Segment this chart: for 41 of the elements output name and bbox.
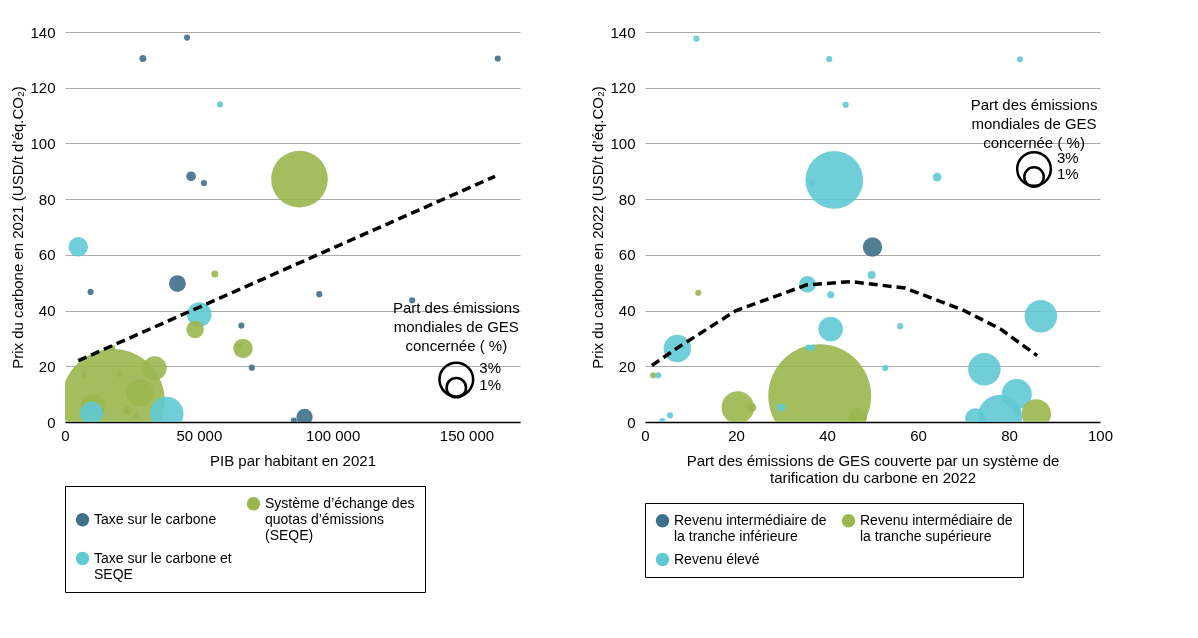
legend-label: 3% [479,359,501,377]
legend-label: Taxe sur le carbone et SEQE [94,549,232,582]
y-tick-label: 40 [38,302,56,320]
x-tick-label: 40 [819,426,836,444]
x-tick-label: 150 000 [439,426,495,444]
legend-title: Part des émissions mondiales de GES concernée ( %) [392,299,520,355]
legend-label: Revenu intermédiaire de la tranche supérieure [860,511,1013,544]
x-tick-label: 0 [641,426,650,444]
y-tick-label: 40 [618,302,636,320]
legend-label: 1% [479,375,501,393]
x-axis-title: PIB par habitant en 2021 [210,451,376,469]
x-tick-label: 20 [728,426,745,444]
x-tick-label: 0 [61,426,70,444]
x-axis-title: Part des émissions de GES couverte par un système de tarification du carbone en 2022 [686,451,1060,486]
legend-label: Revenu intermédiaire de la tranche inférieure [674,511,827,544]
y-tick-label: 20 [618,357,636,375]
y-tick-label: 100 [610,134,636,152]
y-axis-title: Prix du carbone en 2022 (USD/t d’éq.CO₂) [589,86,607,369]
y-tick-label: 60 [618,246,636,264]
legend-title: Part des émissions mondiales de GES concernée ( %) [970,96,1098,152]
x-tick-label: 60 [910,426,927,444]
x-tick-label: 80 [1001,426,1018,444]
y-tick-label: 100 [30,134,56,152]
legend-label: Taxe sur le carbone [94,510,217,527]
x-tick-label: 100 000 [306,426,361,444]
y-tick-label: 20 [38,357,56,375]
y-tick-label: 60 [38,246,56,264]
legend-label: 1% [1057,165,1079,183]
x-tick-label: 50 000 [176,426,223,444]
y-tick-label: 0 [47,413,56,431]
legend-label: Revenu élevé [674,550,760,567]
y-tick-label: 0 [627,413,636,431]
legend-label: Système d’échange des quotas d’émissions (SEQE) [265,494,415,543]
y-tick-label: 120 [610,79,636,97]
y-tick-label: 80 [618,190,636,208]
y-tick-label: 120 [30,79,56,97]
y-tick-label: 140 [610,23,636,41]
y-axis-title: Prix du carbone en 2021 (USD/t d’éq.CO₂) [9,86,27,369]
x-tick-label: 100 [1087,426,1114,444]
y-tick-label: 80 [38,190,56,208]
y-tick-label: 140 [30,23,56,41]
